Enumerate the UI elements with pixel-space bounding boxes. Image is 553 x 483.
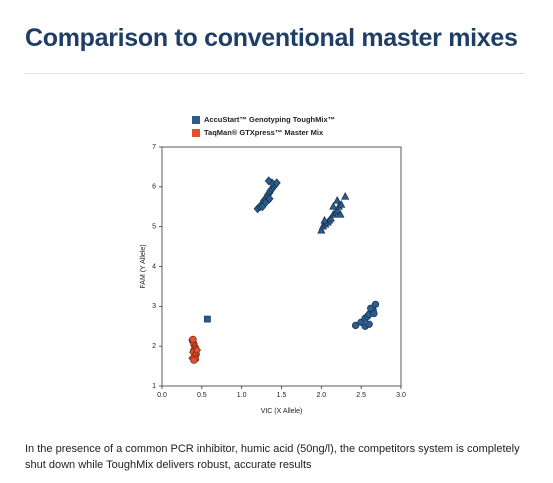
point	[193, 345, 202, 355]
x-tick-label: 0.5	[197, 392, 207, 399]
point	[264, 176, 273, 186]
point	[365, 320, 373, 328]
y-tick-label: 2	[152, 343, 156, 350]
point	[317, 225, 326, 234]
point	[367, 304, 375, 312]
x-tick-label: 1.5	[277, 392, 287, 399]
x-axis-label: VIC (X Allele)	[261, 408, 303, 415]
legend-swatch	[192, 129, 200, 137]
y-tick-label: 7	[152, 144, 156, 151]
point	[371, 300, 380, 308]
legend-label: AccuStart™ Genotyping ToughMix™	[204, 115, 335, 124]
y-tick-label: 5	[152, 224, 156, 231]
x-tick-label: 0.0	[157, 392, 167, 399]
point	[341, 192, 350, 200]
point	[272, 178, 281, 188]
y-axis-label: FAM (Y Allele)	[140, 244, 147, 288]
point	[337, 200, 346, 208]
point	[329, 202, 338, 210]
legend-swatch	[192, 116, 200, 124]
point	[258, 202, 267, 212]
x-tick-label: 2.5	[356, 392, 366, 399]
y-tick-label: 6	[152, 184, 156, 191]
divider	[25, 73, 525, 74]
point	[265, 194, 274, 204]
x-tick-label: 3.0	[396, 392, 406, 399]
point	[320, 215, 329, 224]
point	[351, 321, 360, 330]
caption: In the presence of a common PCR inhibito…	[25, 443, 520, 471]
point	[370, 309, 378, 318]
point	[326, 213, 335, 222]
x-tick-label: 1.0	[237, 392, 247, 399]
page-title: Comparison to conventional master mixes	[25, 24, 518, 52]
point	[190, 356, 198, 364]
y-tick-label: 3	[152, 303, 156, 310]
point	[333, 205, 342, 214]
y-tick-label: 4	[152, 263, 156, 270]
y-tick-label: 1	[152, 383, 156, 390]
x-tick-label: 2.0	[316, 392, 326, 399]
point	[204, 315, 211, 323]
point	[336, 209, 345, 218]
legend-label: TaqMan® GTXpress™ Master Mix	[204, 128, 324, 137]
chart: 0.0 0.5 1.0 1.5 2.0 2.5 3.0 1 2 3 4 5 6 7 VIC (X Allel…	[140, 115, 406, 415]
point	[189, 335, 197, 344]
point	[333, 196, 342, 204]
